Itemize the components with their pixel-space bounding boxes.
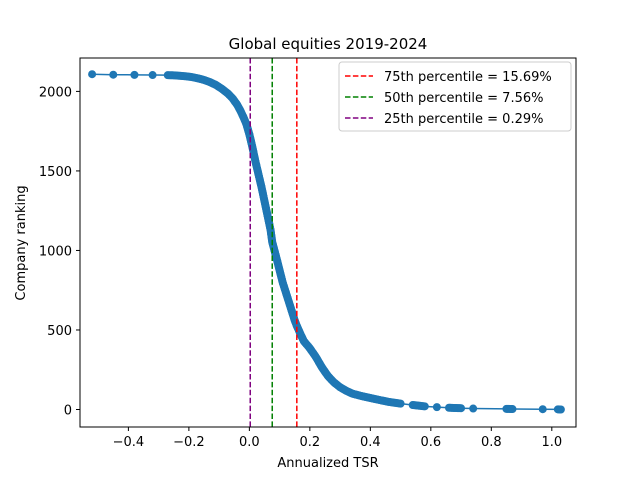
- data-point: [469, 404, 478, 413]
- y-tick-label: 0: [64, 404, 72, 419]
- x-tick-label: −0.4: [113, 435, 145, 450]
- x-tick-label: 0.2: [300, 435, 321, 450]
- data-point: [420, 402, 429, 411]
- data-point: [109, 70, 118, 79]
- x-tick-label: 0.0: [239, 435, 260, 450]
- y-tick-label: 500: [47, 324, 72, 339]
- data-point: [396, 399, 405, 408]
- data-point: [538, 405, 547, 414]
- data-point: [130, 70, 139, 79]
- x-tick-label: 0.8: [481, 435, 502, 450]
- legend-label: 25th percentile = 0.29%: [384, 112, 543, 127]
- legend-label: 75th percentile = 15.69%: [384, 70, 552, 85]
- y-tick-label: 1500: [39, 165, 72, 180]
- y-tick-label: 1000: [39, 244, 72, 259]
- x-tick-label: 1.0: [541, 435, 562, 450]
- data-point: [88, 70, 97, 79]
- x-tick-label: 0.4: [360, 435, 381, 450]
- legend-label: 50th percentile = 7.56%: [384, 91, 543, 106]
- legend-box: [338, 61, 572, 132]
- chart-title: Global equities 2019-2024: [229, 35, 428, 53]
- data-point: [148, 71, 157, 80]
- data-point: [457, 404, 466, 413]
- x-tick-label: 0.6: [420, 435, 441, 450]
- x-axis-ticks: −0.4 −0.2 0.0 0.2 0.4 0.6 0.8 1.0: [113, 427, 562, 450]
- data-point: [508, 405, 517, 414]
- data-point: [556, 405, 565, 414]
- y-axis-label: Company ranking: [14, 185, 29, 300]
- percentile-lines: [249, 58, 298, 427]
- data-point: [432, 403, 441, 412]
- x-tick-label: −0.2: [173, 435, 205, 450]
- series-layer: [88, 70, 565, 414]
- x-axis-label: Annualized TSR: [277, 456, 378, 471]
- y-tick-label: 2000: [39, 85, 72, 100]
- plot-frame: [79, 57, 577, 428]
- y-axis-ticks: 0 500 1000 1500 2000: [39, 85, 80, 419]
- legend: 75th percentile = 15.69% 50th percentile …: [338, 61, 572, 132]
